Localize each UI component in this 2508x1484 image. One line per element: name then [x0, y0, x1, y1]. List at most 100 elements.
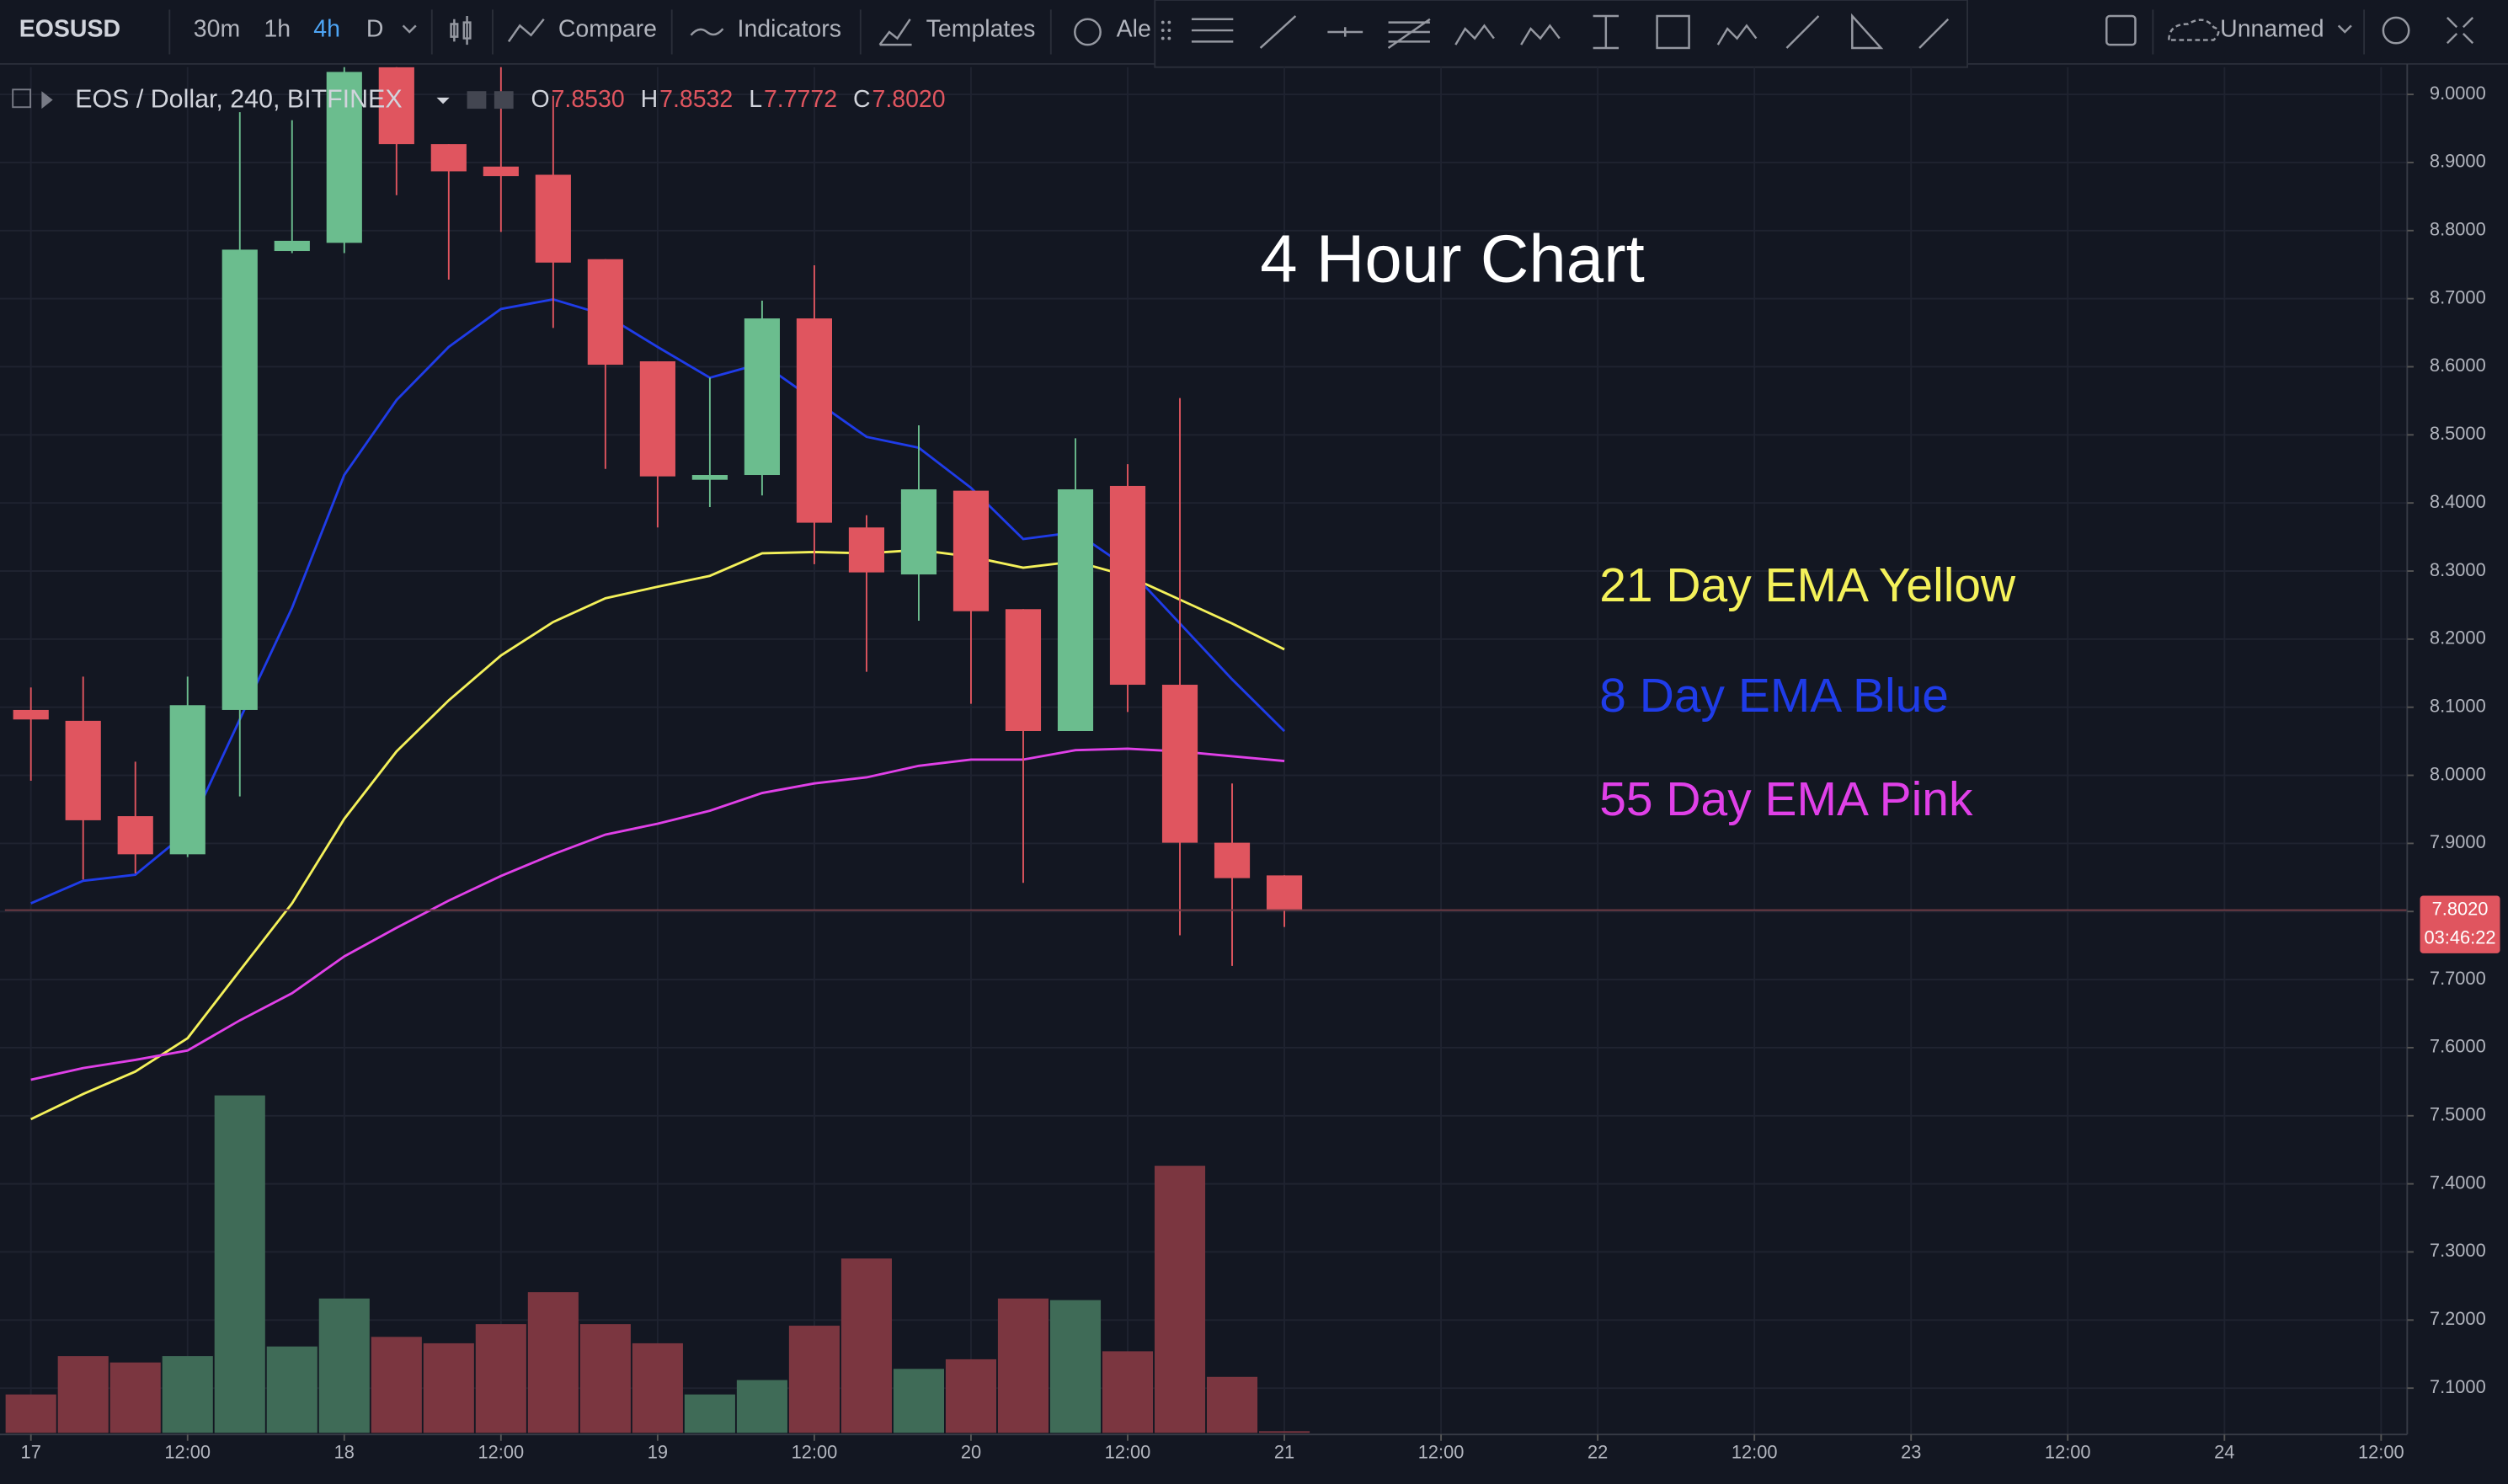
legend-entry: 8 Day EMA Blue [1599, 669, 1949, 723]
tool-icon[interactable] [1259, 15, 1297, 49]
symbol[interactable]: EOSUSD [19, 16, 120, 43]
drawing-toolbar [1154, 0, 1969, 68]
y-tick-label: 8.2000 [2430, 627, 2486, 649]
volume-bar [788, 1326, 840, 1433]
candle-body [378, 67, 414, 145]
tool-icon[interactable] [1520, 24, 1561, 45]
candle-body [1109, 485, 1146, 686]
interval[interactable]: 30m [194, 16, 240, 43]
volume-bar [893, 1369, 945, 1433]
y-tick-label: 7.1000 [2430, 1376, 2486, 1397]
volume-bar [1049, 1300, 1102, 1433]
eye-icon[interactable] [467, 91, 487, 109]
x-tick-label: 20 [961, 1442, 981, 1463]
volume-bar [109, 1362, 161, 1433]
tool-icon[interactable] [1851, 13, 1884, 50]
candle-body [1161, 685, 1198, 843]
candle-body [221, 249, 258, 710]
ema-line [30, 747, 1285, 1081]
cloud-icon[interactable] [2168, 19, 2220, 41]
header: EOS / Dollar, 240, BITFINEX O 7.8530 H 7.85… [12, 85, 946, 114]
volume-bar [1206, 1376, 1258, 1433]
y-tick-label: 8.7000 [2430, 286, 2486, 307]
volume-bar [579, 1324, 631, 1433]
fullscreen-icon[interactable] [2446, 17, 2474, 45]
candle-body [65, 720, 101, 820]
x-tick-label: 12:00 [1105, 1442, 1151, 1463]
volume-bar [840, 1258, 892, 1433]
tool-icon[interactable] [1918, 18, 1950, 49]
interval[interactable]: 1h [264, 16, 291, 43]
readout-value: 7.8020 [872, 86, 946, 113]
x-tick-label: 18 [334, 1442, 355, 1463]
y-tick-label: 8.5000 [2430, 423, 2486, 444]
y-tick-label: 7.5000 [2430, 1104, 2486, 1125]
volume-bar [945, 1359, 997, 1433]
candle-body [1266, 875, 1303, 910]
settings-icon[interactable] [494, 91, 514, 109]
y-tick-label: 8.1000 [2430, 695, 2486, 716]
y-tick-label: 7.7000 [2430, 968, 2486, 989]
y-tick-label: 8.3000 [2430, 559, 2486, 580]
y-tick-label: 7.9000 [2430, 831, 2486, 852]
candle-body [744, 318, 780, 476]
layout-icon[interactable] [2105, 14, 2137, 46]
readout-label: H [641, 86, 659, 113]
chart-title: EOS / Dollar, 240, BITFINEX [75, 85, 402, 114]
dropdown-icon[interactable] [436, 97, 450, 104]
alert-button[interactable]: Ale [1117, 16, 1151, 43]
candle-body [430, 144, 467, 172]
candle-body [900, 488, 937, 575]
tool-icon[interactable] [1454, 24, 1495, 45]
dropdown-icon[interactable] [2337, 24, 2352, 34]
chart-style-icon[interactable] [450, 15, 472, 45]
tool-icon[interactable] [1593, 14, 1620, 50]
drag-handle[interactable] [1161, 20, 1171, 40]
compare-icon[interactable] [507, 19, 545, 43]
x-tick-label: 12:00 [164, 1442, 211, 1463]
collapse-icon[interactable] [12, 88, 32, 109]
candle-body [1005, 609, 1042, 731]
y-tick-label: 9.0000 [2430, 83, 2486, 104]
templates-button[interactable]: Templates [926, 16, 1036, 43]
interval[interactable]: D [366, 16, 384, 43]
interval-active[interactable]: 4h [313, 16, 340, 43]
flag-icon [41, 91, 53, 109]
toolbar: EOSUSD 30m 1h 4h D Compare Indicators Te… [0, 0, 2508, 68]
x-tick-label: 22 [1588, 1442, 1608, 1463]
y-tick-label: 8.6000 [2430, 355, 2486, 376]
volume-bar [266, 1346, 318, 1433]
legend-entry: 21 Day EMA Yellow [1599, 558, 2016, 612]
candle-body [326, 72, 362, 243]
tool-icon[interactable] [1387, 18, 1431, 49]
candle-body [796, 318, 833, 523]
layout-name[interactable]: Unnamed [2220, 16, 2324, 43]
candle-body [117, 816, 153, 855]
volume-bar [371, 1337, 422, 1433]
x-tick-label: 12:00 [792, 1442, 838, 1463]
templates-icon[interactable] [878, 19, 912, 46]
alert-icon[interactable] [1074, 18, 1102, 46]
x-tick-label: 21 [1274, 1442, 1294, 1463]
tool-icon[interactable] [1656, 14, 1690, 50]
tool-icon[interactable] [1785, 15, 1820, 49]
annotations: 4 Hour Chart 21 Day EMA Yellow 8 Day EMA … [1260, 221, 2016, 826]
tool-icon[interactable] [1327, 27, 1363, 37]
dropdown-icon[interactable] [402, 24, 417, 34]
last-price-label: 7.8020 [2432, 898, 2489, 919]
y-tick-label: 8.8000 [2430, 219, 2486, 240]
y-tick-label: 8.9000 [2430, 151, 2486, 172]
indicators-icon[interactable] [690, 28, 724, 36]
settings-icon[interactable] [2382, 16, 2410, 45]
tool-icon[interactable] [1716, 24, 1758, 45]
volume-bar [318, 1298, 370, 1433]
x-tick-label: 12:00 [2358, 1442, 2404, 1463]
readout-label: O [531, 86, 550, 113]
compare-button[interactable]: Compare [558, 16, 657, 43]
tool-icon[interactable] [1191, 18, 1234, 43]
last-price-tag [2420, 895, 2500, 953]
indicators-button[interactable]: Indicators [738, 16, 841, 43]
legend-entry: 55 Day EMA Pink [1599, 772, 1973, 826]
